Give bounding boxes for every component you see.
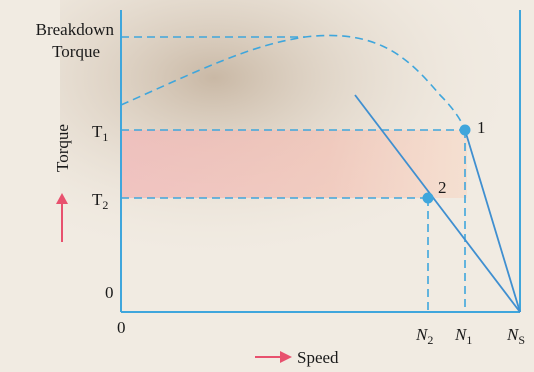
label-main: N [454,325,468,344]
label-sub: S [518,333,525,347]
breakdown-label: Breakdown [36,20,115,39]
label-sub: 1 [466,333,472,347]
y-axis-title: Torque [53,124,72,172]
label-main: N [506,325,520,344]
label-main: N [415,325,429,344]
label-sub: 1 [102,130,108,144]
t2-label: T2 [92,190,108,212]
torque-curve [120,34,466,131]
label-main: T [92,190,103,209]
torque-line-2 [354,94,521,313]
x-axis-title: Speed [297,348,339,367]
point-label: 1 [477,118,486,137]
operating-point-1 [459,124,471,136]
torque-line-1 [464,129,521,313]
label-main: T [92,122,103,141]
t1-label: T1 [92,122,108,144]
n2-label: N2 [415,325,433,347]
label-sub: 2 [427,333,433,347]
n1-label: N1 [454,325,472,347]
operating-point-2 [422,192,434,204]
label-sub: 2 [102,198,108,212]
y-zero-label: 0 [105,283,114,302]
y-arrow-head [56,193,68,204]
torque-band [122,130,467,198]
x-zero-label: 0 [117,318,126,337]
breakdown-label: Torque [52,42,100,61]
point-label: 2 [438,178,447,197]
ns-label: NS [506,325,525,347]
x-arrow-head [280,351,292,363]
